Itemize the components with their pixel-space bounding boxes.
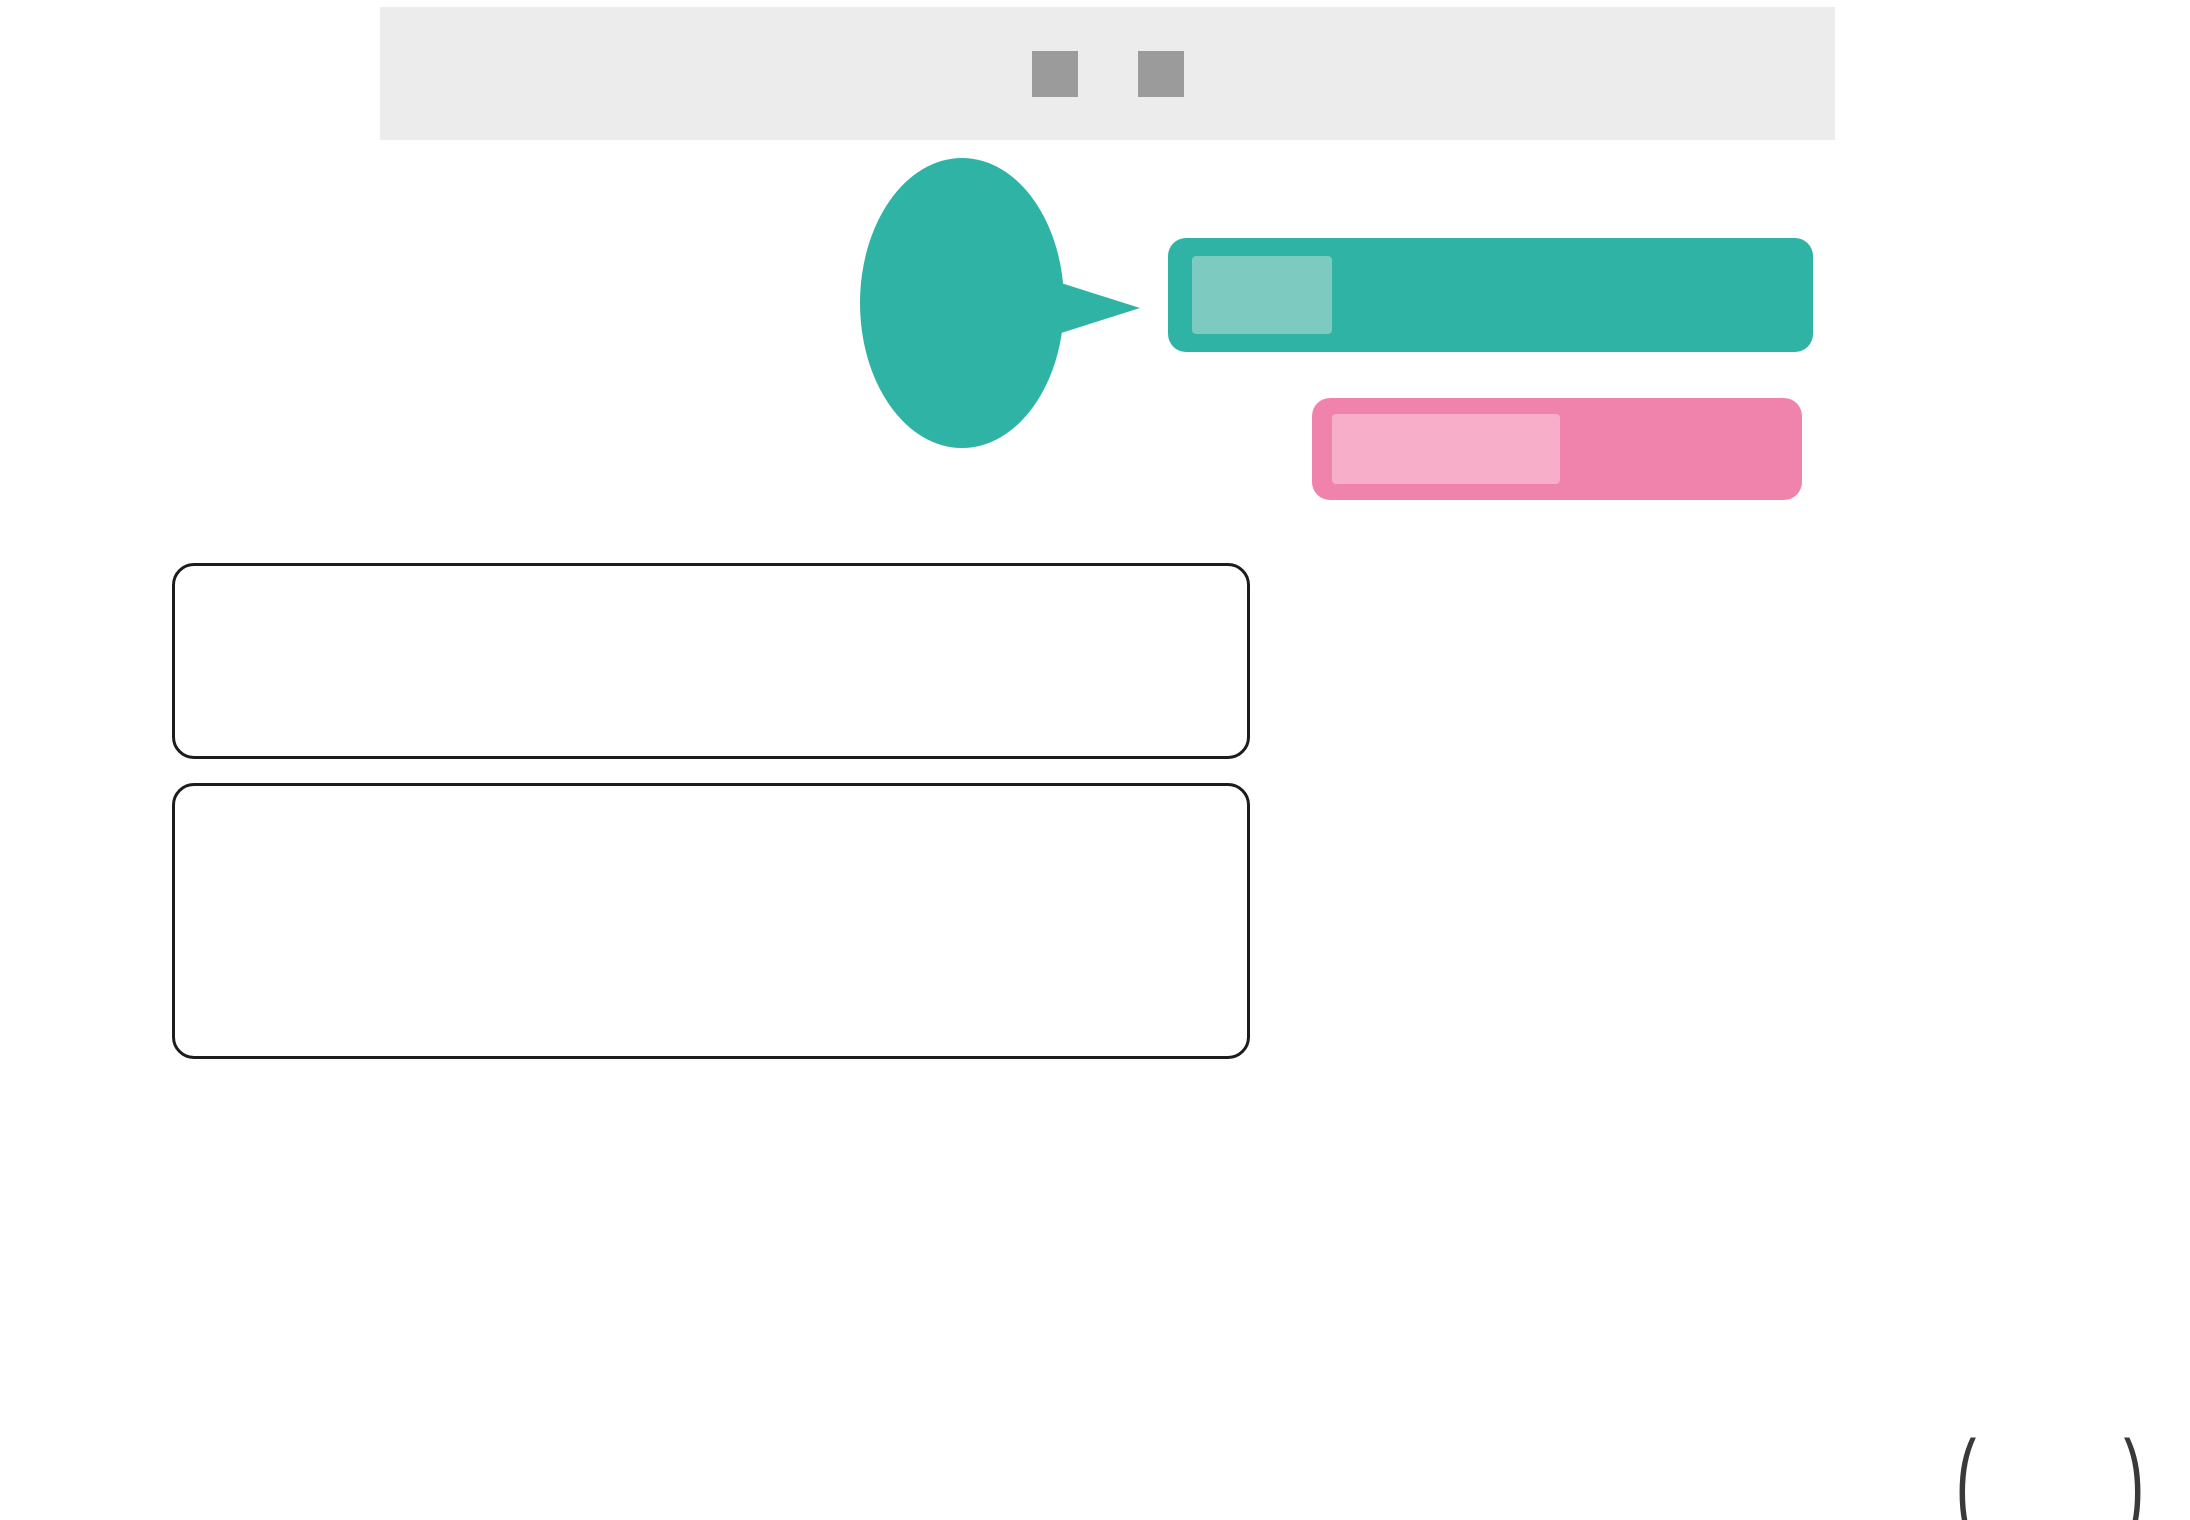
employees-callout-label: [1332, 414, 1560, 484]
note-box-nurses: [172, 783, 1250, 1059]
period-footnote: ( ): [1946, 1416, 2154, 1520]
title-left-square-icon: [1031, 50, 1078, 97]
period-close-paren: ): [2123, 1416, 2145, 1520]
legend-swatch-sales: [800, 1468, 896, 1512]
note-box-doctors: [172, 563, 1250, 759]
employees-callout: [1312, 398, 1802, 500]
title-right-square-icon: [1137, 50, 1184, 97]
period-open-paren: (: [1955, 1416, 1977, 1520]
legend-swatch-employees: [1143, 1468, 1239, 1512]
milestone-badge: [860, 158, 1064, 448]
title-banner: [380, 7, 1835, 140]
legend-item-employees: [1143, 1468, 1255, 1512]
sales-callout: [1168, 238, 1813, 352]
legend-item-sales: [800, 1468, 912, 1512]
sales-callout-label: [1192, 256, 1332, 334]
